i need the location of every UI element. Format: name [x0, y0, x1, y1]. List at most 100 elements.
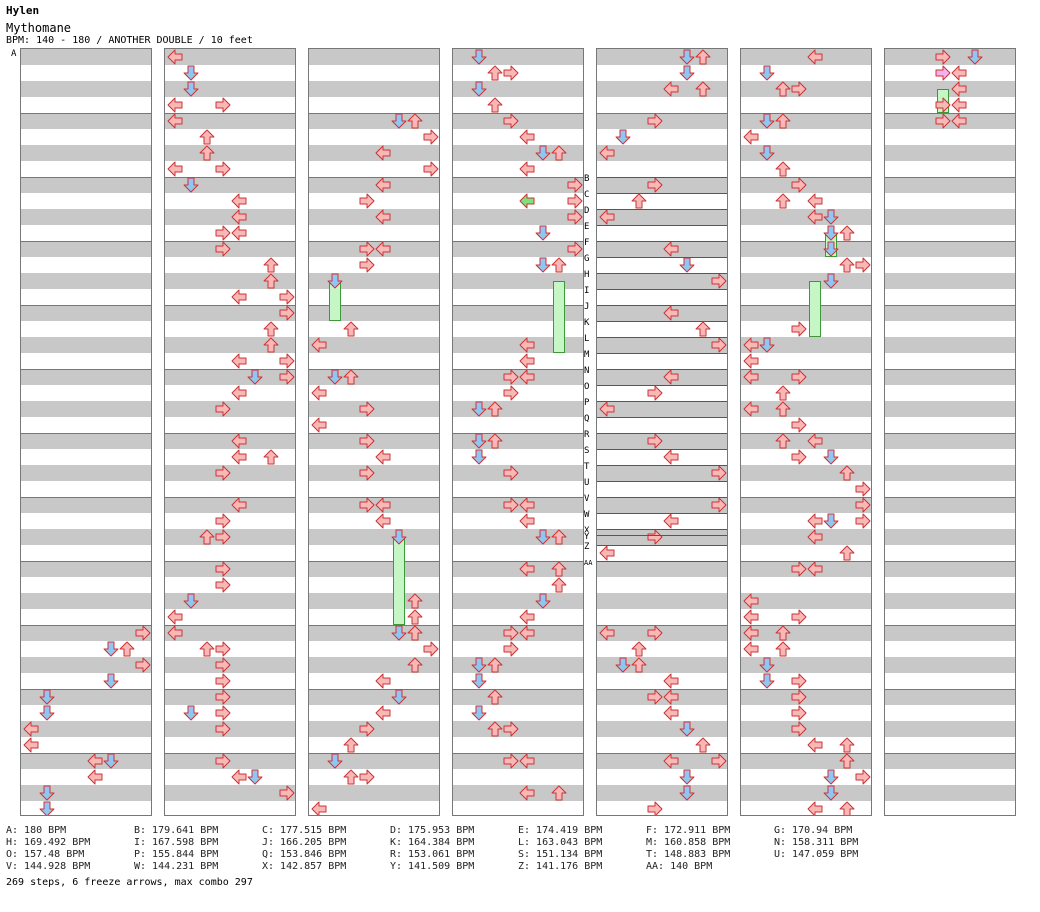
step-arrow-down — [615, 129, 631, 145]
step-arrow-down — [823, 273, 839, 289]
measure-line — [741, 433, 871, 434]
step-arrow-down — [535, 529, 551, 545]
step-arrow-up — [487, 689, 503, 705]
beat-stripe — [597, 209, 727, 225]
beat-stripe — [309, 145, 439, 161]
step-arrow-left — [375, 177, 391, 193]
bpm-marker-label: F — [584, 238, 590, 248]
step-arrow-right — [791, 177, 807, 193]
bpm-legend-entry: M: 160.858 BPM — [646, 837, 731, 848]
step-arrow-right — [647, 625, 663, 641]
measure-line — [165, 305, 295, 306]
measure-line — [885, 113, 1015, 114]
step-arrow-down — [247, 369, 263, 385]
step-arrow-right — [423, 161, 439, 177]
step-arrow-up — [199, 641, 215, 657]
step-arrow-up — [775, 193, 791, 209]
beat-stripe — [21, 209, 151, 225]
bpm-legend-entry: E: 174.419 BPM — [518, 825, 603, 836]
step-arrow-up — [263, 257, 279, 273]
bpm-marker-label: V — [584, 494, 590, 504]
step-arrow-right — [215, 241, 231, 257]
step-arrow-left — [23, 721, 39, 737]
bpm-change-line — [597, 321, 727, 322]
step-arrow-up — [775, 401, 791, 417]
bpm-legend-entry: O: 157.48 BPM — [6, 849, 85, 860]
beat-stripe — [597, 657, 727, 673]
step-arrow-left — [519, 193, 535, 209]
beat-stripe — [885, 497, 1015, 513]
beat-stripe — [309, 273, 439, 289]
step-arrow-right — [279, 785, 295, 801]
beat-stripe — [597, 273, 727, 289]
step-arrow-right — [359, 401, 375, 417]
measure-line — [885, 497, 1015, 498]
bpm-legend-entry: X: 142.857 BPM — [262, 861, 347, 872]
step-arrow-left — [663, 689, 679, 705]
step-arrow-down — [823, 449, 839, 465]
step-arrow-down — [39, 705, 55, 721]
step-arrow-up — [407, 625, 423, 641]
step-arrow-right — [215, 561, 231, 577]
beat-stripe — [309, 657, 439, 673]
beat-stripe — [21, 305, 151, 321]
step-arrow-right — [215, 161, 231, 177]
step-arrow-left — [167, 609, 183, 625]
step-arrow-left — [663, 369, 679, 385]
step-arrow-right — [647, 385, 663, 401]
step-arrow-up — [631, 193, 647, 209]
step-arrow-up — [775, 625, 791, 641]
measure-line — [309, 369, 439, 370]
step-arrow-right — [359, 721, 375, 737]
step-arrow-down — [39, 801, 55, 815]
measure-line — [165, 369, 295, 370]
step-arrow-left — [311, 385, 327, 401]
step-arrow-left — [599, 625, 615, 641]
step-arrow-left — [519, 353, 535, 369]
measure-line — [309, 753, 439, 754]
step-arrow-up — [343, 369, 359, 385]
step-arrow-left — [599, 401, 615, 417]
beat-stripe — [309, 369, 439, 385]
step-arrow-right — [791, 449, 807, 465]
bpm-marker-label: Q — [584, 414, 590, 424]
step-arrow-up — [199, 129, 215, 145]
beat-stripe — [165, 369, 295, 385]
step-arrow-up — [695, 49, 711, 65]
step-arrow-up — [487, 97, 503, 113]
step-arrow-right — [215, 225, 231, 241]
beat-stripe — [885, 465, 1015, 481]
measure-line — [597, 689, 727, 690]
measure-line — [165, 497, 295, 498]
step-arrow-left — [663, 305, 679, 321]
step-arrow-right — [935, 49, 951, 65]
step-arrow-right — [791, 321, 807, 337]
step-arrow-up — [343, 737, 359, 753]
bpm-marker-label: L — [584, 334, 590, 344]
step-arrow-right — [215, 721, 231, 737]
step-arrow-right — [503, 369, 519, 385]
beat-stripe — [741, 433, 871, 449]
bpm-legend-entry: N: 158.311 BPM — [774, 837, 859, 848]
step-arrow-right — [647, 801, 663, 815]
beat-stripe — [453, 305, 583, 321]
beat-stripe — [741, 273, 871, 289]
step-arrow-left — [807, 801, 823, 815]
beat-stripe — [453, 81, 583, 97]
step-arrow-down — [679, 721, 695, 737]
bpm-marker-label: H — [584, 270, 590, 280]
beat-stripe — [21, 593, 151, 609]
bpm-change-line — [597, 209, 727, 210]
step-arrow-down — [471, 81, 487, 97]
measure-line — [453, 753, 583, 754]
step-arrow-up — [775, 433, 791, 449]
step-arrow-right — [503, 113, 519, 129]
step-arrow-up — [487, 721, 503, 737]
beat-stripe — [741, 593, 871, 609]
bpm-marker-label: A — [11, 49, 17, 59]
bpm-legend-entry: H: 169.492 BPM — [6, 837, 91, 848]
beat-stripe — [165, 433, 295, 449]
step-arrow-right — [791, 609, 807, 625]
bpm-legend-entry: D: 175.953 BPM — [390, 825, 475, 836]
measure-line — [165, 561, 295, 562]
